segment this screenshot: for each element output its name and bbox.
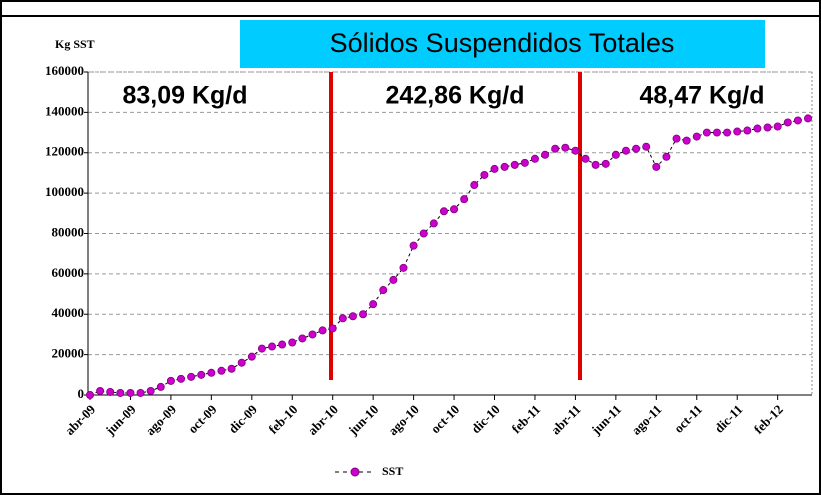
- chart-title: Sólidos Suspendidos Totales: [330, 28, 675, 58]
- data-point: [470, 181, 479, 190]
- data-point: [581, 154, 590, 163]
- data-point: [733, 127, 742, 136]
- y-tick-label: 20000: [52, 346, 85, 361]
- data-point: [591, 160, 600, 169]
- data-point: [601, 159, 610, 168]
- data-point: [793, 116, 802, 125]
- data-point: [389, 275, 398, 284]
- data-point: [480, 170, 489, 179]
- y-tick-label: 140000: [45, 103, 84, 118]
- data-point: [804, 114, 813, 123]
- data-point: [642, 142, 651, 151]
- data-point: [146, 386, 155, 395]
- data-point: [338, 314, 347, 323]
- data-point: [227, 364, 236, 373]
- data-point: [571, 146, 580, 155]
- data-point: [217, 366, 226, 375]
- legend-label: SST: [382, 464, 403, 478]
- y-tick-label: 80000: [52, 224, 85, 239]
- data-point: [96, 386, 105, 395]
- data-point: [419, 229, 428, 238]
- data-point: [126, 388, 135, 397]
- data-point: [439, 207, 448, 216]
- legend-marker: [350, 467, 360, 477]
- y-axis-label: Kg SST: [55, 37, 95, 51]
- data-point: [207, 368, 216, 377]
- data-point: [187, 372, 196, 381]
- y-tick-label: 100000: [45, 184, 84, 199]
- data-point: [116, 388, 125, 397]
- y-tick-label: 160000: [45, 63, 84, 78]
- data-point: [257, 344, 266, 353]
- data-point: [247, 352, 256, 361]
- data-point: [702, 128, 711, 137]
- data-point: [621, 146, 630, 155]
- data-point: [166, 376, 175, 385]
- data-point: [278, 340, 287, 349]
- data-point: [773, 122, 782, 131]
- data-point: [268, 342, 277, 351]
- data-point: [541, 150, 550, 159]
- data-point: [86, 390, 95, 399]
- data-point: [298, 334, 307, 343]
- data-point: [530, 154, 539, 163]
- data-point: [308, 330, 317, 339]
- data-point: [500, 162, 509, 171]
- data-point: [136, 388, 145, 397]
- data-point: [359, 310, 368, 319]
- data-point: [460, 195, 469, 204]
- data-point: [723, 128, 732, 137]
- data-point: [510, 160, 519, 169]
- data-point: [672, 134, 681, 143]
- annotation: 242,86 Kg/d: [386, 82, 525, 110]
- data-point: [490, 164, 499, 173]
- data-point: [682, 136, 691, 145]
- data-point: [753, 124, 762, 133]
- data-point: [520, 158, 529, 167]
- y-tick-label: 0: [78, 386, 85, 401]
- data-point: [409, 241, 418, 250]
- data-point: [783, 118, 792, 127]
- data-point: [328, 324, 337, 333]
- data-point: [692, 132, 701, 141]
- annotation: 48,47 Kg/d: [639, 82, 764, 110]
- data-point: [611, 150, 620, 159]
- data-point: [106, 387, 115, 396]
- data-point: [318, 326, 327, 335]
- data-point: [348, 312, 357, 321]
- y-tick-label: 60000: [52, 265, 85, 280]
- data-point: [551, 144, 560, 153]
- data-point: [450, 205, 459, 214]
- data-point: [156, 382, 165, 391]
- data-point: [561, 143, 570, 152]
- data-point: [763, 123, 772, 132]
- data-point: [399, 263, 408, 272]
- y-tick-label: 40000: [52, 305, 85, 320]
- y-tick-label: 120000: [45, 144, 84, 159]
- annotation: 83,09 Kg/d: [122, 82, 247, 110]
- data-point: [632, 144, 641, 153]
- data-point: [652, 162, 661, 171]
- data-point: [379, 286, 388, 295]
- data-point: [177, 374, 186, 383]
- data-point: [743, 126, 752, 135]
- data-point: [197, 370, 206, 379]
- data-point: [288, 338, 297, 347]
- data-point: [369, 300, 378, 309]
- data-point: [712, 128, 721, 137]
- data-point: [662, 152, 671, 161]
- data-point: [237, 358, 246, 367]
- data-point: [429, 219, 438, 228]
- title-box: [240, 20, 765, 68]
